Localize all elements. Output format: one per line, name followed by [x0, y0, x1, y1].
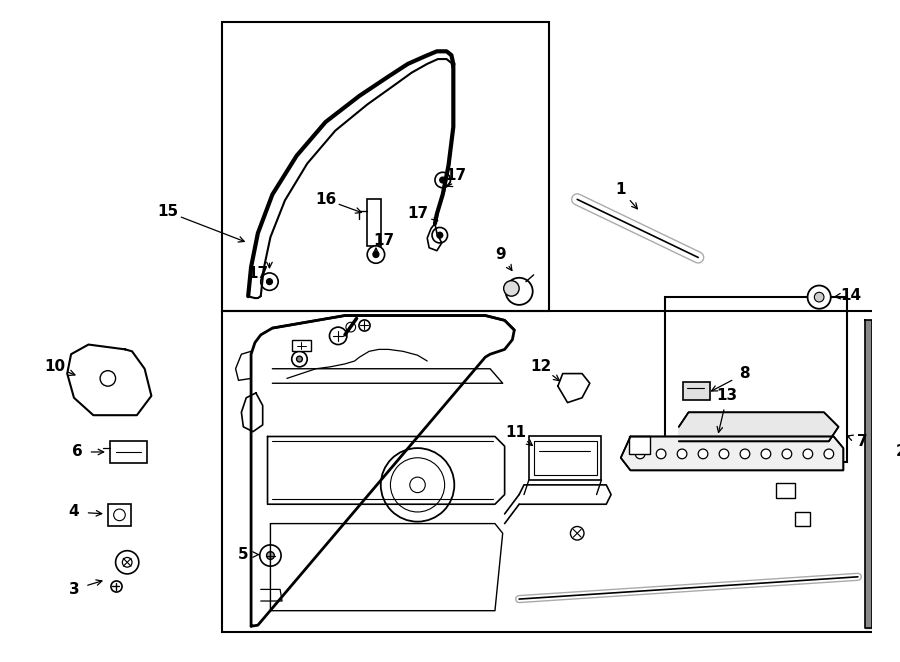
Circle shape [807, 285, 831, 308]
Circle shape [381, 448, 454, 522]
Bar [534, 442, 597, 475]
Circle shape [504, 281, 519, 296]
Circle shape [329, 327, 346, 344]
Text: 17: 17 [248, 266, 268, 281]
Circle shape [824, 449, 833, 459]
Circle shape [635, 449, 645, 459]
Circle shape [373, 252, 379, 258]
Polygon shape [621, 436, 843, 471]
Text: 17: 17 [446, 167, 467, 183]
Bar [367, 199, 381, 246]
Bar [665, 297, 847, 461]
Bar [292, 340, 311, 352]
Circle shape [432, 228, 447, 243]
Circle shape [435, 172, 450, 188]
Polygon shape [865, 320, 872, 628]
Circle shape [698, 449, 708, 459]
Bar [795, 512, 810, 526]
Circle shape [506, 278, 533, 305]
Text: 6: 6 [71, 444, 82, 459]
Text: 4: 4 [68, 504, 79, 520]
Circle shape [677, 449, 687, 459]
Text: 13: 13 [716, 389, 738, 403]
Circle shape [391, 458, 445, 512]
Polygon shape [679, 412, 839, 442]
Circle shape [367, 246, 384, 263]
Bar [628, 436, 650, 454]
Circle shape [113, 509, 125, 521]
Text: 9: 9 [495, 247, 506, 262]
Text: 17: 17 [407, 207, 428, 221]
Text: 7: 7 [858, 434, 868, 449]
Circle shape [440, 177, 445, 183]
Text: 3: 3 [68, 582, 79, 597]
Circle shape [346, 322, 356, 332]
Bar [110, 442, 147, 463]
Text: 15: 15 [158, 205, 178, 220]
Text: 12: 12 [531, 359, 552, 374]
Circle shape [782, 449, 792, 459]
Text: 16: 16 [315, 192, 337, 207]
Circle shape [814, 293, 824, 302]
Circle shape [740, 449, 750, 459]
Circle shape [656, 449, 666, 459]
Text: 1: 1 [616, 182, 626, 197]
Circle shape [266, 551, 274, 559]
Circle shape [115, 551, 139, 574]
Circle shape [803, 449, 813, 459]
Circle shape [410, 477, 426, 493]
Text: 11: 11 [506, 425, 526, 440]
Text: 17: 17 [374, 234, 394, 248]
Circle shape [260, 545, 281, 566]
Circle shape [761, 449, 770, 459]
Circle shape [436, 232, 443, 238]
Bar [529, 436, 601, 480]
Circle shape [266, 279, 273, 285]
Text: 8: 8 [739, 366, 750, 381]
Circle shape [719, 449, 729, 459]
Circle shape [571, 526, 584, 540]
Text: 10: 10 [44, 359, 65, 374]
Bar [776, 483, 795, 498]
Circle shape [292, 352, 307, 367]
Text: 5: 5 [238, 547, 248, 562]
Bar [683, 382, 710, 400]
Bar [108, 504, 131, 526]
Circle shape [100, 371, 115, 386]
Text: 14: 14 [841, 288, 861, 303]
Text: 2: 2 [896, 444, 900, 459]
Circle shape [261, 273, 278, 291]
Circle shape [122, 557, 132, 567]
Bar [222, 23, 549, 310]
Bar [222, 310, 880, 632]
Circle shape [297, 356, 302, 362]
